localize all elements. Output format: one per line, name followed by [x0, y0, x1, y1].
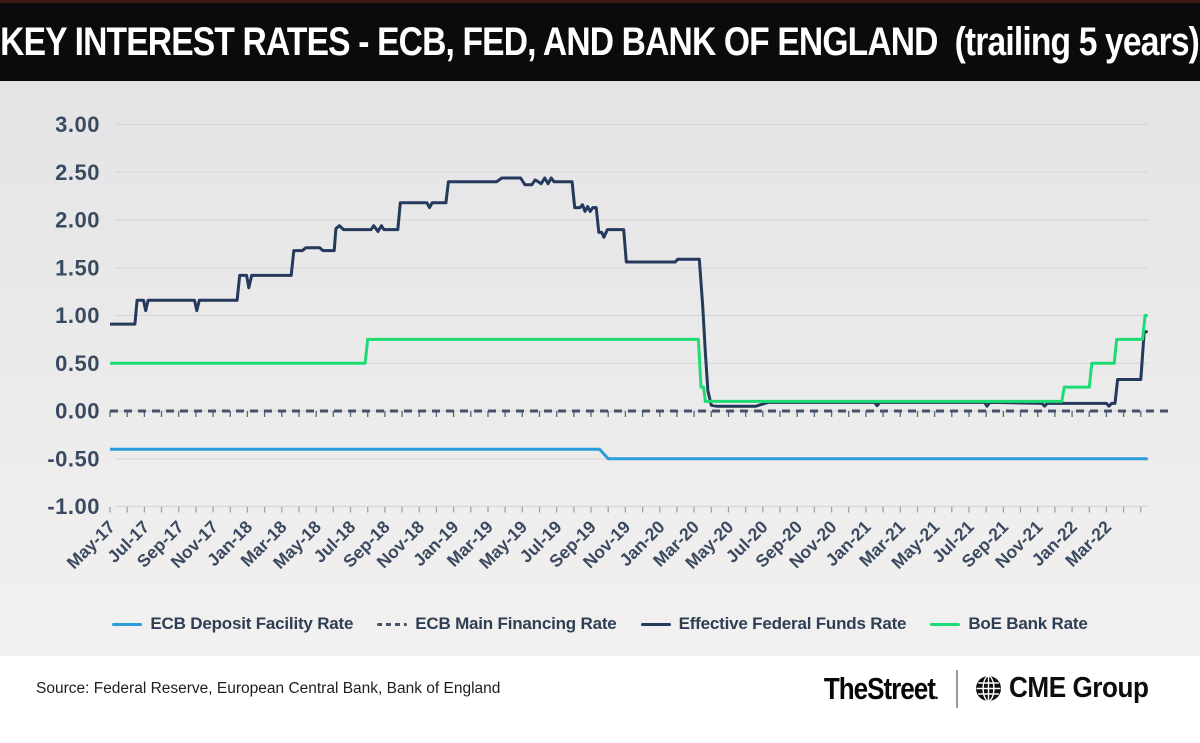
y-tick-label: 2.50 — [55, 160, 100, 185]
y-tick-label: -0.50 — [47, 446, 100, 471]
top-accent-strip — [0, 0, 1200, 3]
thestreet-logo-mark: . — [935, 685, 939, 703]
y-axis-labels: 3.00 2.50 2.00 1.50 1.00 0.50 0.00 -0.50 -1.00 — [47, 112, 100, 519]
legend-swatch-ecb-main-financing-rate — [377, 622, 408, 626]
footer: Source: Federal Reserve, European Centra… — [0, 656, 1200, 743]
legend-swatch-effective-federal-funds-rate — [640, 622, 671, 626]
legend-label: BoE Bank Rate — [968, 614, 1088, 633]
legend-item-boe-bank-rate: BoE Bank Rate — [930, 614, 1088, 634]
y-tick-label: -1.00 — [47, 494, 100, 519]
cme-logo-text: CME Group — [1009, 672, 1149, 704]
legend-item-ecb-main-financing-rate: ECB Main Financing Rate — [377, 614, 617, 634]
y-tick-label: 0.00 — [55, 399, 100, 424]
y-tick-label: 0.50 — [55, 351, 100, 376]
y-tick-label: 1.50 — [55, 255, 100, 280]
y-tick-label: 1.00 — [55, 303, 100, 328]
y-tick-label: 2.00 — [55, 208, 100, 233]
chart-legend: ECB Deposit Facility Rate ECB Main Financ… — [0, 614, 1200, 634]
title-bar: KEY INTEREST RATES - ECB, FED, AND BANK … — [0, 3, 1200, 81]
y-tick-label: 3.00 — [55, 112, 100, 137]
legend-label: Effective Federal Funds Rate — [678, 614, 907, 633]
brand-logos: TheStreet. CME Group — [802, 669, 1164, 708]
series-line-boe-bank-rate — [110, 314, 1148, 403]
chart-card: 3.00 2.50 2.00 1.50 1.00 0.50 0.00 -0.50 -1.00 Ma… — [0, 81, 1200, 656]
series-line-effective-federal-funds-rate — [110, 176, 1148, 408]
bottom-axis-ticks — [109, 507, 1142, 513]
source-note: Source: Federal Reserve, European Centra… — [36, 679, 501, 697]
legend-swatch-ecb-deposit-facility-rate — [112, 622, 143, 626]
legend-item-ecb-deposit-facility-rate: ECB Deposit Facility Rate — [112, 614, 353, 634]
legend-item-effective-federal-funds-rate: Effective Federal Funds Rate — [640, 614, 907, 634]
legend-label: ECB Main Financing Rate — [415, 614, 617, 633]
cme-group-logo: CME Group — [975, 672, 1164, 705]
logo-separator — [956, 669, 958, 708]
legend-swatch-boe-bank-rate — [930, 622, 961, 626]
rates-chart: 3.00 2.50 2.00 1.50 1.00 0.50 0.00 -0.50 -1.00Ma… — [47, 112, 1172, 573]
thestreet-logo-text: TheStreet — [824, 670, 936, 706]
globe-icon — [976, 675, 1001, 702]
legend-label: ECB Deposit Facility Rate — [150, 614, 354, 633]
thestreet-logo: TheStreet. — [824, 671, 939, 707]
x-axis-labels: May-17Jul-17Sep-17Nov-17Jan-18Mar-18May-… — [63, 516, 1116, 572]
chart-title: KEY INTEREST RATES - ECB, FED, AND BANK … — [0, 19, 1200, 64]
series-line-ecb-deposit-facility-rate — [110, 447, 1148, 461]
